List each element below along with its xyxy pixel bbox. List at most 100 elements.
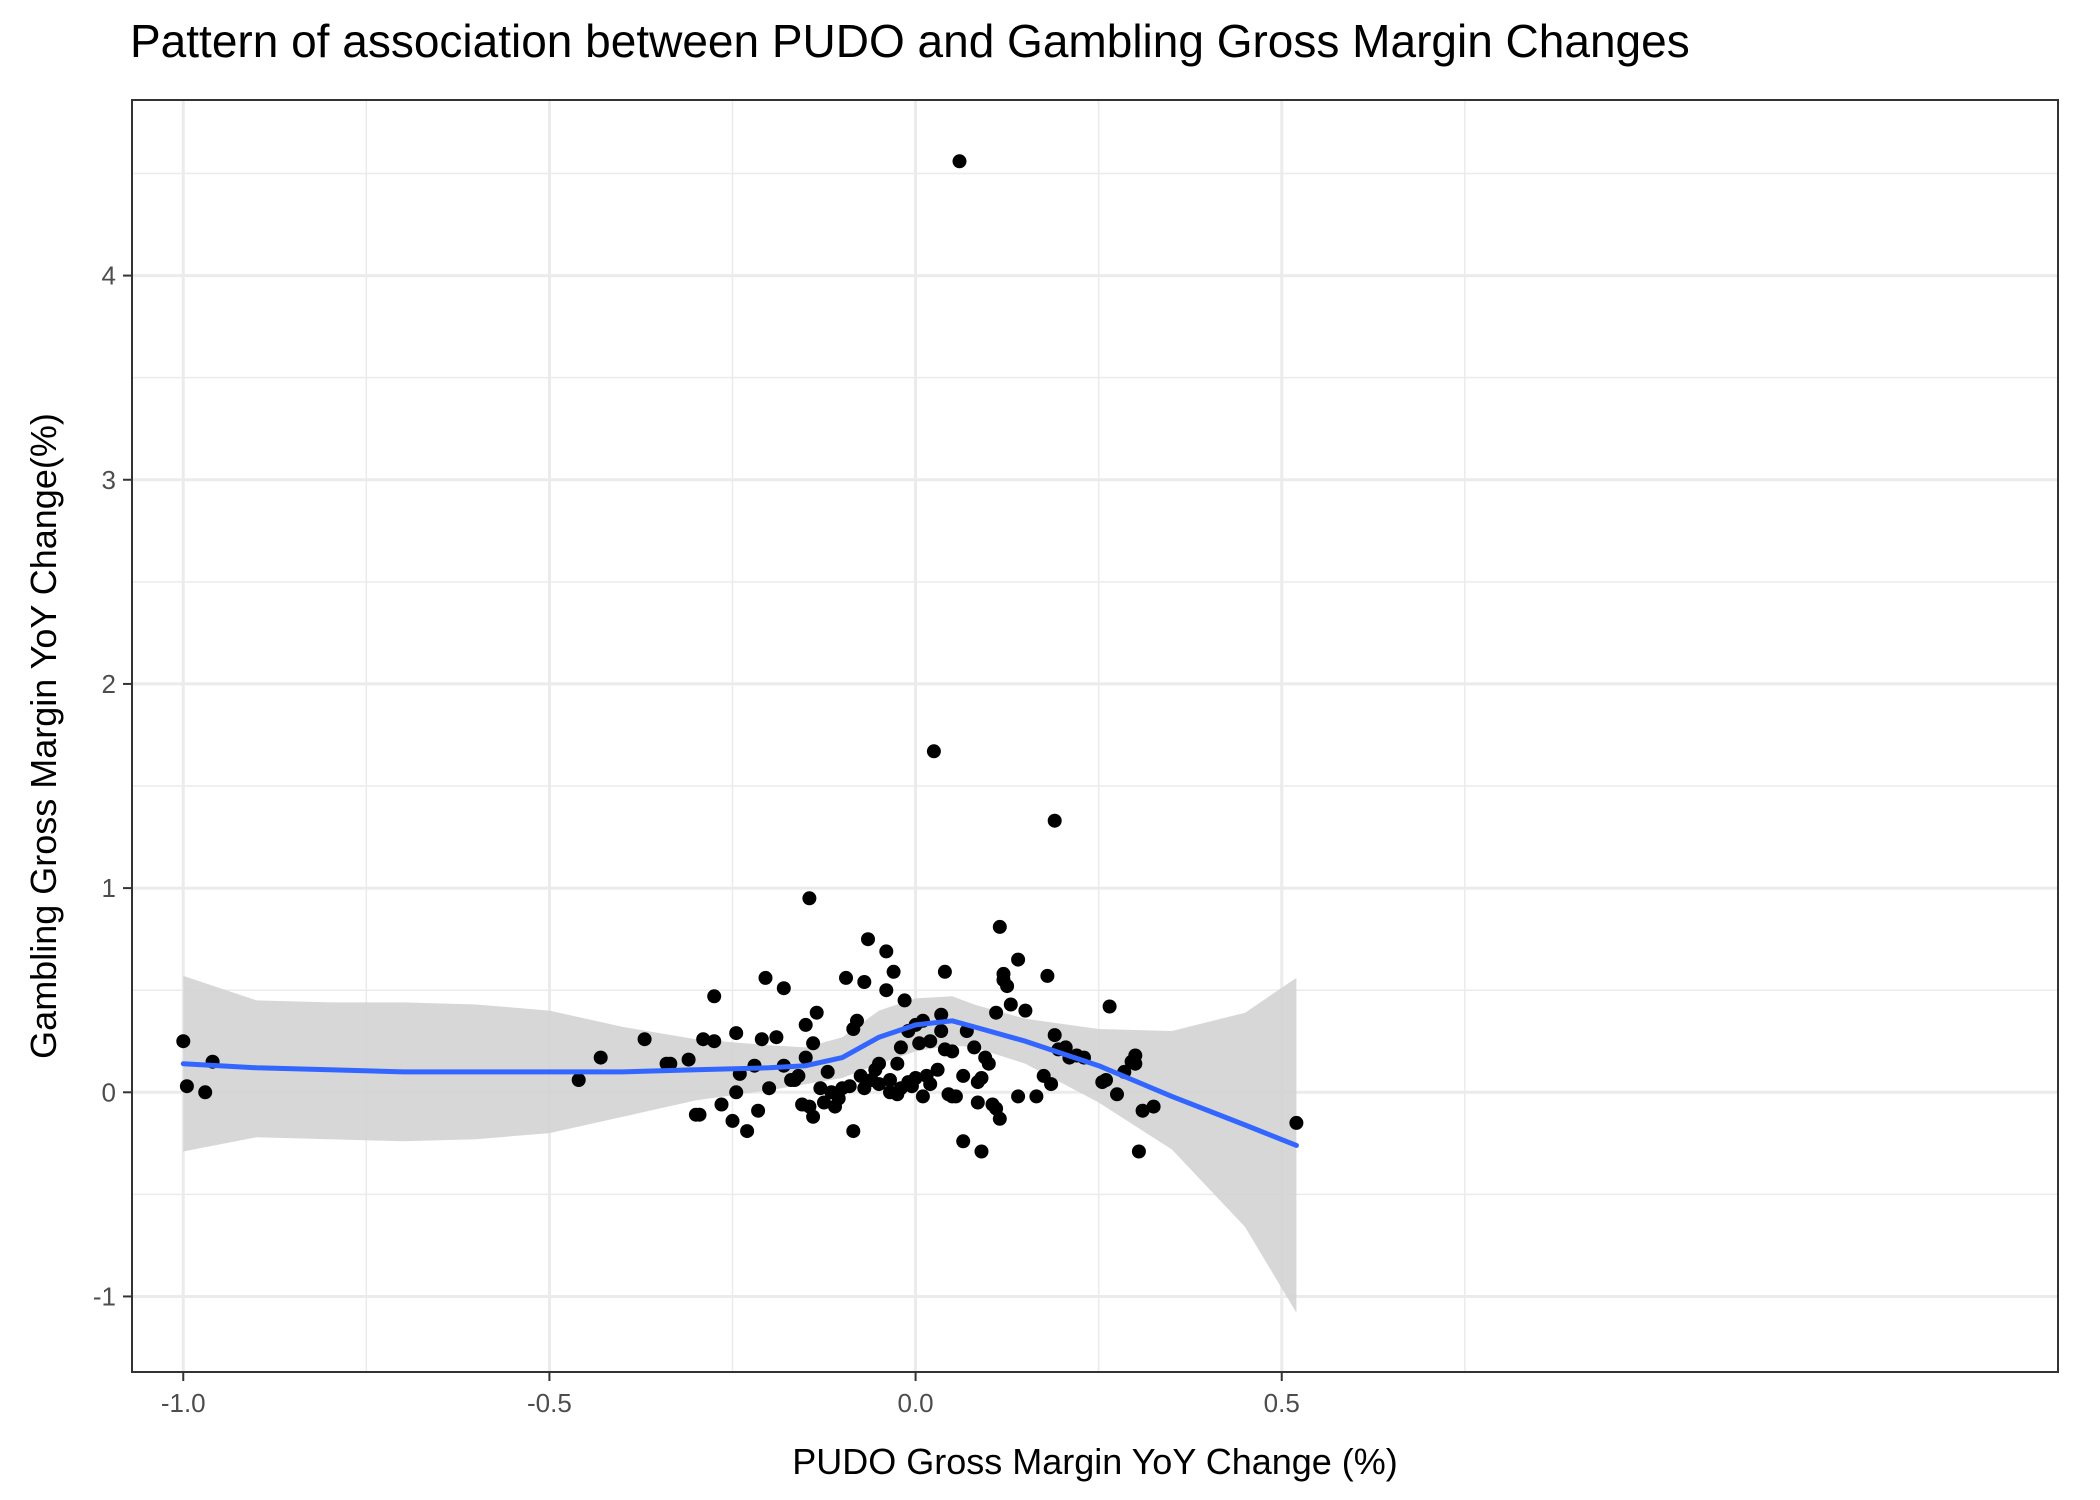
data-point xyxy=(1003,997,1018,1012)
data-point xyxy=(850,1013,864,1028)
data-point xyxy=(897,993,912,1008)
data-point xyxy=(839,970,853,985)
data-point xyxy=(1110,1087,1124,1102)
data-point xyxy=(912,1036,927,1051)
data-point xyxy=(692,1107,707,1122)
data-point xyxy=(751,1103,766,1118)
data-point xyxy=(817,1095,831,1110)
x-tick-label: 0.5 xyxy=(1264,1388,1300,1418)
data-point xyxy=(740,1124,755,1139)
confidence-band xyxy=(183,975,1297,1313)
data-point xyxy=(879,983,894,998)
data-point xyxy=(886,964,901,979)
data-point xyxy=(974,1144,989,1159)
data-point xyxy=(663,1056,678,1071)
data-point xyxy=(945,1044,960,1059)
data-point xyxy=(806,1109,821,1124)
x-tick-label: -0.5 xyxy=(527,1388,572,1418)
data-point xyxy=(883,1073,897,1087)
data-point xyxy=(725,1113,740,1128)
data-point xyxy=(813,1081,828,1096)
data-point xyxy=(637,1032,652,1047)
data-point xyxy=(802,891,817,906)
y-tick-label: 4 xyxy=(102,261,116,291)
data-point xyxy=(714,1097,729,1112)
data-point xyxy=(846,1124,861,1139)
data-point xyxy=(908,1071,923,1085)
y-tick-label: 0 xyxy=(102,1077,116,1107)
data-point xyxy=(934,1007,949,1022)
y-tick-label: 3 xyxy=(102,465,116,495)
data-point xyxy=(1047,813,1062,828)
data-point xyxy=(681,1052,696,1067)
data-point xyxy=(890,1056,905,1071)
data-point xyxy=(754,1032,769,1047)
y-axis-title: Gambling Gross Margin YoY Change(%) xyxy=(23,413,64,1059)
data-point xyxy=(967,1040,982,1055)
data-point xyxy=(758,970,773,985)
data-point xyxy=(176,1034,191,1049)
data-point xyxy=(923,1077,938,1092)
y-tick-label: 2 xyxy=(102,669,116,699)
data-point xyxy=(1018,1003,1033,1018)
data-point xyxy=(926,744,941,759)
data-point xyxy=(981,1056,996,1071)
data-point xyxy=(1102,999,1117,1014)
data-point xyxy=(956,1134,971,1149)
data-point xyxy=(842,1079,857,1094)
data-point xyxy=(857,975,872,989)
data-point xyxy=(872,1056,886,1071)
data-point xyxy=(893,1040,908,1055)
x-tick-label: -1.0 xyxy=(161,1388,206,1418)
data-point xyxy=(593,1050,608,1065)
data-point xyxy=(729,1026,744,1041)
data-point xyxy=(1044,1077,1059,1092)
data-point xyxy=(707,989,722,1004)
data-point xyxy=(696,1032,711,1047)
data-point xyxy=(729,1085,744,1100)
data-point xyxy=(930,1062,945,1077)
data-point xyxy=(970,1095,985,1110)
data-point xyxy=(820,1064,835,1079)
chart-title: Pattern of association between PUDO and … xyxy=(130,15,1690,67)
data-point xyxy=(915,1089,930,1104)
data-point xyxy=(571,1073,586,1087)
y-tick-label: -1 xyxy=(93,1281,116,1311)
data-point xyxy=(806,1036,821,1051)
data-point xyxy=(974,1071,989,1085)
data-point xyxy=(776,981,791,996)
data-point xyxy=(937,964,952,979)
data-point xyxy=(809,1005,824,1020)
panel-border xyxy=(131,99,2059,1373)
data-point xyxy=(934,1024,949,1038)
data-point xyxy=(1128,1048,1143,1063)
x-tick-label: 0.0 xyxy=(898,1388,934,1418)
smooth-line xyxy=(180,1018,1299,1148)
plot-panel xyxy=(132,100,2058,1372)
data-point xyxy=(879,944,894,959)
data-point xyxy=(872,1077,886,1092)
data-point xyxy=(198,1085,213,1100)
data-point xyxy=(769,1030,784,1045)
y-tick-label: 1 xyxy=(102,873,116,903)
data-point xyxy=(956,1068,971,1083)
data-point xyxy=(989,1005,1004,1020)
data-point xyxy=(1040,968,1055,983)
data-point xyxy=(861,932,875,947)
data-point xyxy=(791,1068,806,1083)
data-point xyxy=(179,1079,194,1094)
data-point xyxy=(853,1068,868,1083)
data-point xyxy=(707,1034,722,1049)
data-point xyxy=(992,1111,1007,1126)
data-point xyxy=(1289,1115,1304,1130)
data-point xyxy=(1000,979,1015,994)
data-point xyxy=(923,1034,938,1049)
data-point xyxy=(952,154,967,169)
data-point xyxy=(1146,1099,1161,1114)
data-point xyxy=(798,1050,813,1065)
data-point xyxy=(798,1017,813,1032)
data-point xyxy=(948,1089,963,1104)
data-point xyxy=(1099,1073,1113,1087)
